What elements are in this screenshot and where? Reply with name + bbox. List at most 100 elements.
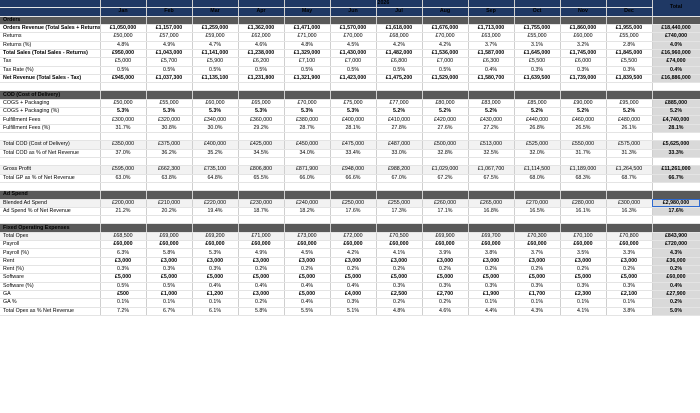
value-cell[interactable]: 66.6% <box>330 174 377 183</box>
value-cell[interactable]: £1,713,000 <box>468 24 515 34</box>
value-cell[interactable]: 0.1% <box>560 298 607 308</box>
value-cell[interactable]: £410,000 <box>376 115 423 125</box>
value-cell[interactable]: £1,570,000 <box>330 24 377 34</box>
value-cell[interactable]: £5,500 <box>514 57 561 67</box>
value-cell[interactable]: 3.5% <box>560 248 607 258</box>
value-cell[interactable]: 0.2% <box>238 265 285 275</box>
total-cell[interactable]: £720,000 <box>652 240 700 250</box>
value-cell[interactable]: 0.1% <box>100 298 147 308</box>
value-cell[interactable]: £3,000 <box>330 257 377 267</box>
value-cell[interactable]: 34.5% <box>238 149 285 158</box>
value-cell[interactable]: 0.5% <box>100 66 147 75</box>
total-cell[interactable]: 4.3% <box>652 248 700 258</box>
value-cell[interactable]: £440,000 <box>514 115 561 125</box>
value-cell[interactable]: £550,000 <box>560 140 607 150</box>
value-cell[interactable]: £871,900 <box>284 165 331 175</box>
value-cell[interactable]: £60,000 <box>560 32 607 42</box>
value-cell[interactable]: £988,200 <box>376 165 423 175</box>
value-cell[interactable]: £1,135,100 <box>192 74 239 84</box>
value-cell[interactable]: £60,000 <box>284 240 331 250</box>
value-cell[interactable]: £60,000 <box>192 99 239 109</box>
value-cell[interactable]: £85,000 <box>514 99 561 109</box>
value-cell[interactable]: £5,000 <box>100 273 147 283</box>
value-cell[interactable]: 3.8% <box>468 248 515 258</box>
value-cell[interactable]: £7,000 <box>330 57 377 67</box>
value-cell[interactable]: £2,300 <box>560 290 607 300</box>
value-cell[interactable]: £6,000 <box>560 57 607 67</box>
value-cell[interactable]: 19.4% <box>192 207 239 217</box>
value-cell[interactable]: £425,000 <box>238 140 285 150</box>
value-cell[interactable]: £1,745,000 <box>560 49 607 59</box>
value-cell[interactable]: £1,536,000 <box>422 49 469 59</box>
value-cell[interactable]: 4.3% <box>514 307 561 316</box>
total-cell[interactable]: 33.3% <box>652 149 700 158</box>
value-cell[interactable]: £300,000 <box>606 198 653 208</box>
value-cell[interactable]: 0.2% <box>330 265 377 275</box>
value-cell[interactable]: 67.5% <box>468 174 515 183</box>
value-cell[interactable]: 5.2% <box>514 107 561 117</box>
value-cell[interactable]: 5.2% <box>376 107 423 117</box>
value-cell[interactable]: £63,000 <box>468 32 515 42</box>
value-cell[interactable]: £320,000 <box>146 115 193 125</box>
value-cell[interactable]: £77,000 <box>376 99 423 109</box>
value-cell[interactable]: £1,955,000 <box>606 24 653 34</box>
value-cell[interactable]: 0.1% <box>514 298 561 308</box>
value-cell[interactable]: £70,000 <box>330 32 377 42</box>
value-cell[interactable]: £1,259,000 <box>192 24 239 34</box>
value-cell[interactable]: £1,839,500 <box>606 74 653 84</box>
value-cell[interactable]: £1,329,000 <box>284 49 331 59</box>
value-cell[interactable]: £5,500 <box>606 57 653 67</box>
value-cell[interactable]: 0.3% <box>468 282 515 291</box>
value-cell[interactable]: £340,000 <box>192 115 239 125</box>
value-cell[interactable]: 3.7% <box>468 41 515 50</box>
value-cell[interactable]: 0.2% <box>284 265 331 275</box>
value-cell[interactable]: £1,321,900 <box>284 74 331 84</box>
total-cell[interactable]: £843,900 <box>652 231 700 242</box>
value-cell[interactable]: £6,800 <box>376 57 423 67</box>
value-cell[interactable]: 0.5% <box>376 66 423 75</box>
value-cell[interactable]: 4.5% <box>284 248 331 258</box>
value-cell[interactable]: £280,000 <box>560 198 607 208</box>
value-cell[interactable]: 5.3% <box>100 107 147 117</box>
value-cell[interactable]: 34.0% <box>284 149 331 158</box>
value-cell[interactable]: £5,000 <box>422 273 469 283</box>
value-cell[interactable]: £70,100 <box>560 231 607 242</box>
value-cell[interactable]: £68,000 <box>376 32 423 42</box>
value-cell[interactable]: 5.3% <box>284 107 331 117</box>
value-cell[interactable]: £400,000 <box>192 140 239 150</box>
value-cell[interactable]: 4.1% <box>560 307 607 316</box>
value-cell[interactable]: 68.0% <box>514 174 561 183</box>
value-cell[interactable]: £60,000 <box>376 240 423 250</box>
value-cell[interactable]: 0.2% <box>560 265 607 275</box>
value-cell[interactable]: 4.5% <box>330 41 377 50</box>
value-cell[interactable]: £69,700 <box>468 231 515 242</box>
value-cell[interactable]: £5,000 <box>238 273 285 283</box>
value-cell[interactable]: £460,000 <box>560 115 607 125</box>
value-cell[interactable]: 0.4% <box>468 66 515 75</box>
value-cell[interactable]: 4.8% <box>376 307 423 316</box>
value-cell[interactable]: £60,000 <box>146 240 193 250</box>
value-cell[interactable]: £948,000 <box>330 165 377 175</box>
value-cell[interactable]: 32.5% <box>468 149 515 158</box>
total-cell[interactable]: £885,000 <box>652 99 700 109</box>
value-cell[interactable]: £270,000 <box>514 198 561 208</box>
value-cell[interactable]: £5,000 <box>146 273 193 283</box>
value-cell[interactable]: £480,000 <box>606 115 653 125</box>
value-cell[interactable]: £1,362,000 <box>238 24 285 34</box>
value-cell[interactable]: 21.2% <box>100 207 147 217</box>
value-cell[interactable]: £200,000 <box>100 198 147 208</box>
value-cell[interactable]: 16.3% <box>606 207 653 217</box>
value-cell[interactable]: 0.2% <box>422 265 469 275</box>
value-cell[interactable]: 0.3% <box>606 66 653 75</box>
value-cell[interactable]: £1,238,000 <box>238 49 285 59</box>
value-cell[interactable]: £1,231,800 <box>238 74 285 84</box>
value-cell[interactable]: 29.2% <box>238 124 285 134</box>
value-cell[interactable]: 0.3% <box>422 282 469 291</box>
value-cell[interactable]: £69,900 <box>422 231 469 242</box>
value-cell[interactable]: 0.5% <box>100 282 147 291</box>
value-cell[interactable]: £210,000 <box>146 198 193 208</box>
value-cell[interactable]: 3.2% <box>560 41 607 50</box>
value-cell[interactable]: 0.4% <box>238 282 285 291</box>
value-cell[interactable]: £55,000 <box>514 32 561 42</box>
value-cell[interactable]: £380,000 <box>284 115 331 125</box>
